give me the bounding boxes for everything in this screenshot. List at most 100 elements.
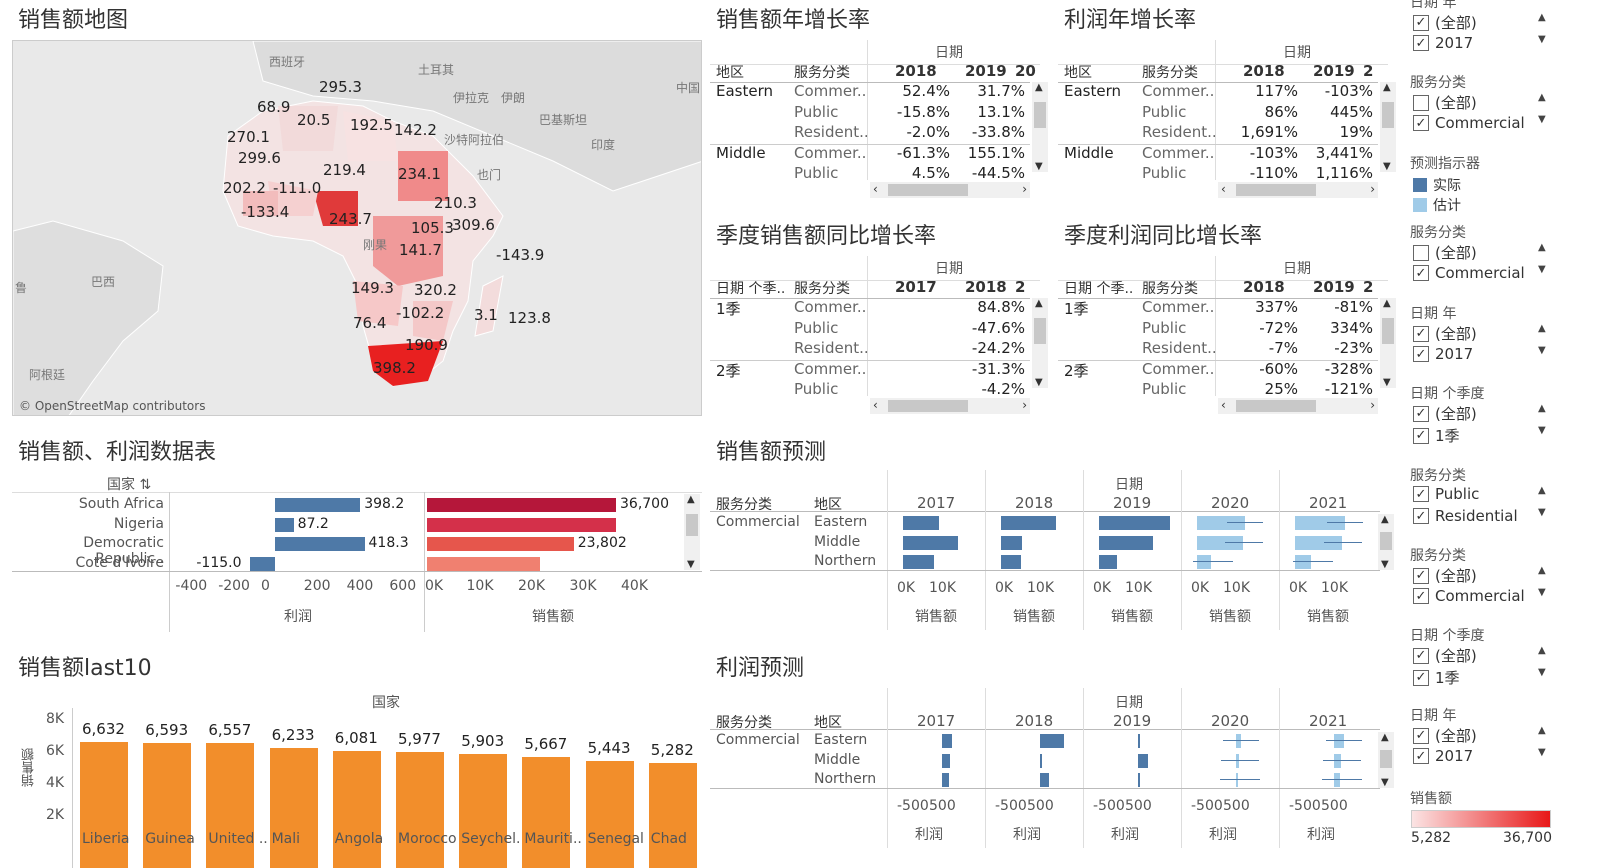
last10-bar[interactable] xyxy=(648,763,697,868)
scroll-down-icon[interactable]: ▼ xyxy=(1383,377,1391,388)
table-h-scrollbar[interactable]: ‹ › xyxy=(870,398,1030,414)
scroll-up-icon[interactable]: ▲ xyxy=(1035,82,1043,93)
scroll-thumb[interactable] xyxy=(888,400,968,412)
forecast-bar[interactable] xyxy=(1334,734,1345,748)
last10-bar[interactable] xyxy=(396,752,444,868)
table-h-scrollbar[interactable]: ‹ › xyxy=(870,182,1030,198)
profit-bar[interactable] xyxy=(275,537,365,551)
scroll-up-icon[interactable]: ▲ xyxy=(1381,732,1389,743)
checkbox-checked[interactable]: ✓ xyxy=(1413,405,1429,422)
last10-bar[interactable] xyxy=(206,743,255,868)
forecast-bar[interactable] xyxy=(1138,753,1149,768)
checkbox-checked[interactable]: ✓ xyxy=(1413,346,1429,362)
forecast-bar[interactable] xyxy=(1099,555,1118,569)
forecast-bar[interactable] xyxy=(1001,535,1023,550)
scroll-right-icon[interactable]: › xyxy=(1022,398,1027,412)
filter-option[interactable]: (全部) xyxy=(1413,242,1477,263)
scroll-left-icon[interactable]: ‹ xyxy=(873,182,878,196)
scroll-thumb[interactable] xyxy=(1236,400,1316,412)
chart-v-scrollbar[interactable]: ▲ ▼ xyxy=(1378,514,1394,570)
forecast-bar[interactable] xyxy=(942,734,953,748)
scroll-thumb[interactable] xyxy=(1380,532,1392,550)
filter-option[interactable]: ✓ 2017 xyxy=(1413,747,1473,765)
filter-scroll-arrows[interactable]: ▲ ▼ xyxy=(1538,645,1546,678)
last10-bar[interactable] xyxy=(269,748,318,868)
forecast-bar[interactable] xyxy=(1099,535,1154,550)
profit-forecast-chart[interactable]: 日期 服务分类 地区 Commercial Eastern Middle Northern 2… xyxy=(710,688,1400,865)
forecast-bar[interactable] xyxy=(1197,535,1244,550)
last10-bar[interactable] xyxy=(143,742,192,868)
last10-bar[interactable] xyxy=(585,760,634,868)
scroll-down-icon[interactable]: ▼ xyxy=(1383,161,1391,172)
checkbox-checked[interactable]: ✓ xyxy=(1413,727,1429,744)
filter-scroll-arrows[interactable]: ▲ ▼ xyxy=(1538,242,1546,275)
filter-option[interactable]: ✓ 2017 xyxy=(1413,345,1473,363)
filter-option[interactable]: ✓ Commercial xyxy=(1413,587,1525,605)
scroll-up-icon[interactable]: ▲ xyxy=(1035,298,1043,309)
forecast-bar[interactable] xyxy=(1001,516,1056,530)
profit-growth-table[interactable]: 日期 地区 服务分类 2018 2019 2 Eastern Commer.. 117% -103… xyxy=(1058,40,1398,200)
forecast-bar[interactable] xyxy=(1334,753,1342,768)
checkbox-checked[interactable]: ✓ xyxy=(1413,35,1429,51)
scroll-thumb[interactable] xyxy=(1382,318,1394,344)
sales-forecast-chart[interactable]: 日期 服务分类 地区 Commercial Eastern Middle Northern 2… xyxy=(710,470,1400,635)
forecast-bar[interactable] xyxy=(1001,555,1021,569)
sales-bar[interactable] xyxy=(427,517,616,532)
filter-option[interactable]: ✓ (全部) xyxy=(1413,12,1477,33)
sales-growth-table[interactable]: 日期 地区 服务分类 2018 2019 20 Eastern Commer.. 52.4% 31… xyxy=(710,40,1050,200)
filter-option[interactable]: ✓ Commercial xyxy=(1413,114,1525,132)
sales-map[interactable]: 西班牙 土耳其 伊拉克 伊朗 巴基斯坦 沙特阿拉伯 也门 中国 印度 巴西 阿根廷 鲁 刚果 295.3… xyxy=(12,40,702,416)
checkbox-checked[interactable]: ✓ xyxy=(1413,748,1429,764)
table-v-scrollbar[interactable]: ▲ ▼ xyxy=(1380,298,1396,388)
checkbox-checked[interactable]: ✓ xyxy=(1413,427,1429,444)
filter-scroll-arrows[interactable]: ▲ ▼ xyxy=(1538,92,1546,125)
table-h-scrollbar[interactable]: ‹ › xyxy=(1218,398,1378,414)
forecast-bar[interactable] xyxy=(1040,753,1042,768)
forecast-bar[interactable] xyxy=(1040,734,1065,748)
filter-scroll-arrows[interactable]: ▲ ▼ xyxy=(1538,485,1546,518)
sales-bar[interactable] xyxy=(427,537,574,551)
filter-option[interactable]: ✓ Residential xyxy=(1413,507,1518,525)
forecast-bar[interactable] xyxy=(1197,555,1212,569)
scroll-down-icon[interactable]: ▼ xyxy=(1381,559,1389,570)
table-v-scrollbar[interactable]: ▲ ▼ xyxy=(1032,298,1048,388)
table-v-scrollbar[interactable]: ▲ ▼ xyxy=(1380,82,1396,172)
table-v-scrollbar[interactable]: ▲ ▼ xyxy=(684,494,700,570)
last10-bar[interactable] xyxy=(332,750,381,868)
q-sales-growth-table[interactable]: 日期 日期 个季.. 服务分类 2017 2018 2 1季 Commer.. 84.8% Pub… xyxy=(710,256,1050,416)
table-h-scrollbar[interactable]: ‹ › xyxy=(1218,182,1378,198)
forecast-bar[interactable] xyxy=(1236,734,1242,748)
filter-option[interactable]: ✓ (全部) xyxy=(1413,565,1477,586)
checkbox-checked[interactable]: ✓ xyxy=(1413,588,1429,604)
last10-bar[interactable] xyxy=(80,741,128,868)
last10-bar[interactable] xyxy=(522,757,571,868)
checkbox-checked[interactable]: ✓ xyxy=(1413,508,1429,524)
profit-bar[interactable] xyxy=(275,498,361,512)
forecast-bar[interactable] xyxy=(1197,516,1245,530)
forecast-bar[interactable] xyxy=(1138,734,1140,748)
scroll-left-icon[interactable]: ‹ xyxy=(873,398,878,412)
filter-scroll-arrows[interactable]: ▲ ▼ xyxy=(1538,725,1546,758)
filter-option[interactable]: ✓ Public xyxy=(1413,485,1479,503)
profit-sales-table[interactable]: 国家 ⇅ South Africa 398.2 36,700 Nigeria 87.2 De… xyxy=(12,470,702,635)
scroll-up-icon[interactable]: ▲ xyxy=(1383,298,1391,309)
forecast-bar[interactable] xyxy=(1040,773,1049,787)
checkbox-checked[interactable]: ✓ xyxy=(1413,115,1429,131)
forecast-bar[interactable] xyxy=(903,516,940,530)
sales-bar[interactable] xyxy=(427,556,541,571)
checkbox-unchecked[interactable] xyxy=(1413,94,1429,111)
filter-scroll-arrows[interactable]: ▲ ▼ xyxy=(1538,565,1546,598)
filter-option[interactable]: ✓ (全部) xyxy=(1413,403,1477,424)
scroll-right-icon[interactable]: › xyxy=(1370,182,1375,196)
checkbox-checked[interactable]: ✓ xyxy=(1413,325,1429,342)
forecast-bar[interactable] xyxy=(942,753,950,768)
forecast-bar[interactable] xyxy=(1295,516,1346,530)
forecast-bar[interactable] xyxy=(1138,773,1140,787)
forecast-bar[interactable] xyxy=(1334,773,1341,787)
filter-option[interactable]: ✓ (全部) xyxy=(1413,725,1477,746)
filter-option[interactable]: ✓ Commercial xyxy=(1413,264,1525,282)
scroll-thumb[interactable] xyxy=(1236,184,1316,196)
scroll-up-icon[interactable]: ▲ xyxy=(687,494,695,505)
last10-chart[interactable]: 国家 销售额 8K 6K 4K 2K 6,632 Liberia 6,593 Guinea 6,55… xyxy=(12,688,702,868)
checkbox-unchecked[interactable] xyxy=(1413,244,1429,261)
